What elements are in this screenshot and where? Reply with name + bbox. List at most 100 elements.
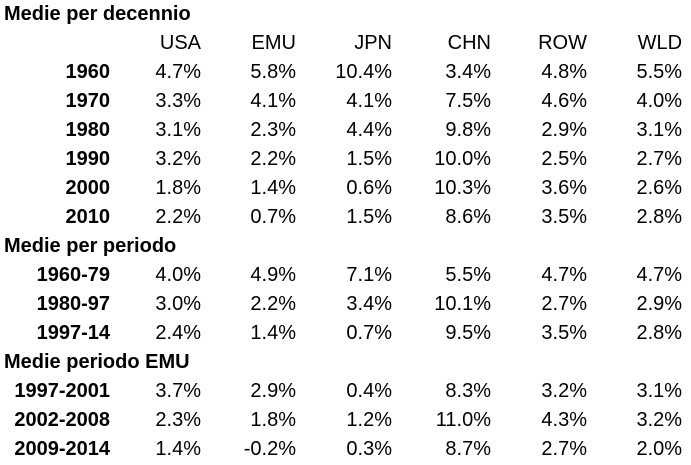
cell: 3.4% <box>445 61 491 83</box>
cell: 8.3% <box>445 380 491 402</box>
section-title-emu: Medie periodo EMU <box>4 351 190 373</box>
table-row: 2002-2008 2.3% 1.8% 1.2% 11.0% 4.3% 3.2% <box>0 406 691 435</box>
section-title-decennio: Medie per decennio <box>4 3 191 25</box>
column-header-jpn: JPN <box>354 32 392 54</box>
cell: 5.5% <box>636 61 683 83</box>
cell: 5.5% <box>445 264 491 286</box>
row-label: 2000 <box>65 177 111 199</box>
row-label: 2002-2008 <box>14 409 110 431</box>
cell: 0.4% <box>346 380 392 402</box>
table-row: 1980-97 3.0% 2.2% 3.4% 10.1% 2.7% 2.9% <box>0 290 691 319</box>
cell: 2.3% <box>155 409 201 431</box>
cell: 3.2% <box>636 409 683 431</box>
cell: 4.3% <box>541 409 587 431</box>
row-label: 2010 <box>65 206 111 228</box>
cell: 3.5% <box>541 322 587 344</box>
cell: 3.5% <box>541 206 587 228</box>
section-title-periodo: Medie per periodo <box>4 235 177 257</box>
cell: 5.8% <box>250 61 296 83</box>
column-header-row: ROW <box>538 32 587 54</box>
cell: 4.0% <box>155 264 201 286</box>
cell: 4.4% <box>346 119 392 141</box>
cell: 2.2% <box>250 148 296 170</box>
column-header-emu: EMU <box>251 32 296 54</box>
cell: 3.1% <box>155 119 201 141</box>
table-row: 1960-79 4.0% 4.9% 7.1% 5.5% 4.7% 4.7% <box>0 261 691 290</box>
row-label: 1960-79 <box>36 264 110 286</box>
cell: 3.4% <box>346 293 392 315</box>
table-row: 1960 4.7% 5.8% 10.4% 3.4% 4.8% 5.5% <box>0 58 691 87</box>
cell: 1.4% <box>155 438 201 460</box>
cell: 9.8% <box>445 119 491 141</box>
cell: 8.7% <box>445 438 491 460</box>
cell: 10.0% <box>434 148 491 170</box>
cell: 3.1% <box>636 380 683 402</box>
cell: 3.6% <box>541 177 587 199</box>
cell: 4.1% <box>250 90 296 112</box>
cell: 2.8% <box>636 206 683 228</box>
row-label: 1997-2001 <box>14 380 110 402</box>
table-row: 2010 2.2% 0.7% 1.5% 8.6% 3.5% 2.8% <box>0 203 691 232</box>
cell: 0.7% <box>250 206 296 228</box>
cell: 4.6% <box>541 90 587 112</box>
cell: 4.9% <box>250 264 296 286</box>
cell: 4.8% <box>541 61 587 83</box>
cell: 2.6% <box>636 177 683 199</box>
cell: -0.2% <box>243 438 296 460</box>
column-header-chn: CHN <box>447 32 491 54</box>
table-row: 2009-2014 1.4% -0.2% 0.3% 8.7% 2.7% 2.0% <box>0 435 691 464</box>
row-label: 1970 <box>65 90 111 112</box>
column-header-row: USA EMU JPN CHN ROW WLD <box>0 29 691 58</box>
cell: 8.6% <box>445 206 491 228</box>
cell: 2.9% <box>250 380 296 402</box>
cell: 4.7% <box>155 61 201 83</box>
table-row: 1980 3.1% 2.3% 4.4% 9.8% 2.9% 3.1% <box>0 116 691 145</box>
cell: 7.1% <box>346 264 392 286</box>
cell: 2.0% <box>636 438 683 460</box>
cell: 2.7% <box>636 148 683 170</box>
cell: 4.1% <box>346 90 392 112</box>
cell: 2.5% <box>541 148 587 170</box>
cell: 1.4% <box>250 322 296 344</box>
row-label: 1960 <box>65 61 111 83</box>
cell: 4.7% <box>636 264 683 286</box>
cell: 10.1% <box>434 293 491 315</box>
table-row: 1990 3.2% 2.2% 1.5% 10.0% 2.5% 2.7% <box>0 145 691 174</box>
cell: 7.5% <box>445 90 491 112</box>
cell: 2.8% <box>636 322 683 344</box>
corner-cell <box>0 29 118 58</box>
cell: 3.7% <box>155 380 201 402</box>
cell: 1.5% <box>346 206 392 228</box>
cell: 2.7% <box>541 293 587 315</box>
cell: 3.2% <box>155 148 201 170</box>
cell: 11.0% <box>435 409 491 431</box>
cell: 2.2% <box>250 293 296 315</box>
cell: 9.5% <box>445 322 491 344</box>
table-row: 1997-2001 3.7% 2.9% 0.4% 8.3% 3.2% 3.1% <box>0 377 691 406</box>
cell: 2.3% <box>250 119 296 141</box>
cell: 1.5% <box>346 148 392 170</box>
row-label: 1980-97 <box>36 293 110 315</box>
cell: 2.7% <box>541 438 587 460</box>
row-label: 1997-14 <box>36 322 110 344</box>
row-label: 2009-2014 <box>14 438 110 460</box>
cell: 0.3% <box>346 438 392 460</box>
cell: 1.8% <box>155 177 201 199</box>
row-label: 1990 <box>65 148 111 170</box>
cell: 2.4% <box>155 322 201 344</box>
cell: 1.4% <box>250 177 296 199</box>
cell: 1.8% <box>250 409 296 431</box>
table-row: 2000 1.8% 1.4% 0.6% 10.3% 3.6% 2.6% <box>0 174 691 203</box>
row-label: 1980 <box>65 119 111 141</box>
cell: 1.2% <box>346 409 392 431</box>
cell: 10.4% <box>335 61 392 83</box>
column-header-wld: WLD <box>637 32 683 54</box>
cell: 2.9% <box>636 293 683 315</box>
column-header-usa: USA <box>159 32 201 54</box>
section-row: Medie periodo EMU <box>0 348 691 377</box>
cell: 3.3% <box>155 90 201 112</box>
cell: 4.0% <box>636 90 683 112</box>
table-row: 1970 3.3% 4.1% 4.1% 7.5% 4.6% 4.0% <box>0 87 691 116</box>
section-row: Medie per periodo <box>0 232 691 261</box>
